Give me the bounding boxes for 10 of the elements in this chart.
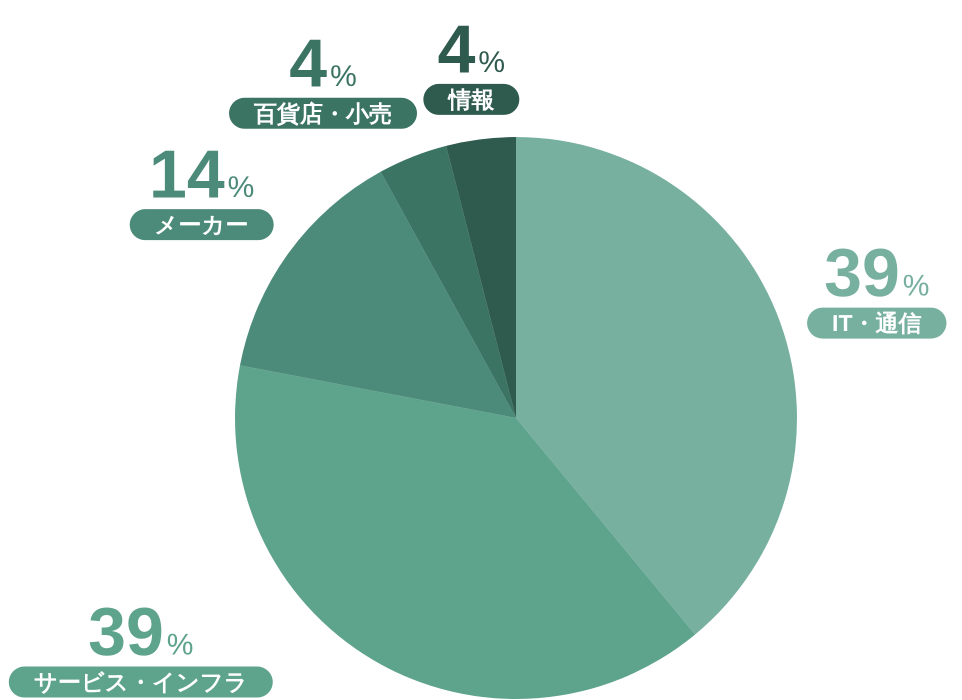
data-label: 39%	[88, 594, 194, 670]
slice-label: 百貨店・小売	[253, 100, 392, 126]
slice-label: メーカー	[154, 212, 249, 238]
slice-label: 情報	[446, 86, 494, 112]
data-label: 4%	[289, 25, 357, 102]
data-label: 14%	[149, 136, 254, 213]
data-label: 4%	[438, 11, 506, 88]
data-label: 39%	[824, 235, 930, 312]
slice-label: IT・通信	[832, 310, 922, 336]
slice-label: サービス・インフラ	[34, 669, 248, 696]
